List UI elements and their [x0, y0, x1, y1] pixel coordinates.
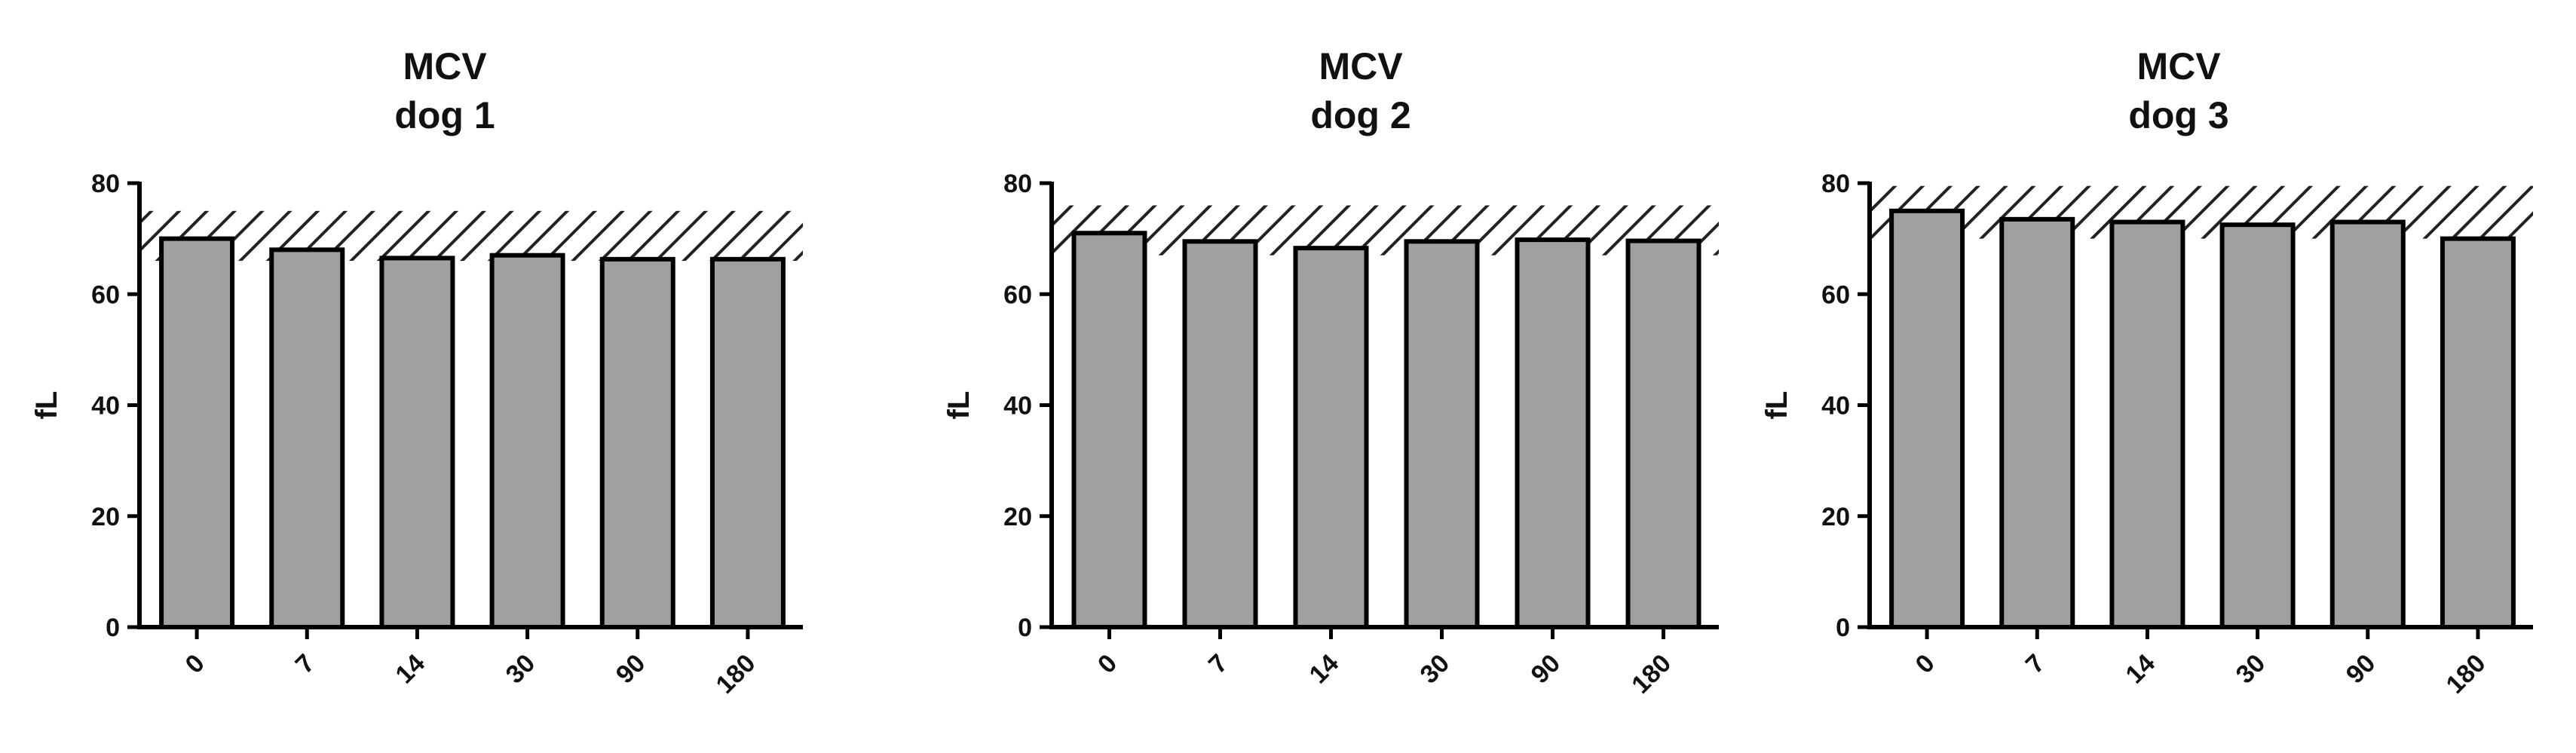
x-tick-label: 30: [2231, 649, 2271, 690]
x-tick-label: 30: [501, 649, 541, 690]
chart-subtitle: dog 3: [2128, 94, 2228, 136]
y-tick-label: 80: [91, 170, 120, 198]
y-tick-label: 80: [1821, 170, 1850, 198]
reference-range-band: [1054, 205, 1719, 256]
bar: [1999, 216, 2075, 629]
y-axis-label: fL: [1760, 391, 1793, 420]
y-tick-label: 60: [91, 280, 120, 309]
bar: [2109, 219, 2185, 630]
x-tick-label: 14: [1304, 649, 1345, 690]
y-tick-label: 80: [1003, 170, 1032, 198]
reference-range-band: [1872, 185, 2533, 239]
bar: [2219, 222, 2296, 629]
bar: [379, 256, 455, 629]
chart-panel: MCV dog 2 0 20 40 60 80 0 7 14 30 90 180 fL: [942, 45, 1719, 699]
x-tick-label: 180: [711, 649, 761, 699]
x-tick-label: 90: [1526, 649, 1567, 690]
y-tick-label: 0: [106, 614, 120, 642]
x-tick-label: 7: [2020, 649, 2051, 679]
x-tick-label: 90: [2341, 649, 2381, 690]
y-tick-label: 40: [1003, 392, 1032, 421]
x-tick-label: 7: [1203, 649, 1233, 679]
reference-range-band: [142, 210, 803, 262]
chart-title: MCV: [403, 45, 487, 87]
x-tick-label: 90: [611, 649, 651, 690]
bar: [709, 256, 786, 629]
y-tick-label: 60: [1821, 280, 1850, 309]
bar: [1293, 246, 1369, 629]
y-axis-label: fL: [30, 391, 63, 420]
x-tick-label: 0: [1910, 649, 1940, 679]
y-tick-label: 40: [91, 392, 120, 421]
chart-panel: MCV dog 1 0 20 40 60 80 0 7 14 30 90 180 fL: [30, 45, 803, 699]
bar: [489, 253, 565, 629]
y-tick-label: 0: [1836, 614, 1850, 642]
y-tick-label: 20: [1821, 503, 1850, 531]
bar: [2440, 236, 2516, 629]
y-tick-label: 60: [1003, 280, 1032, 309]
y-tick-label: 0: [1018, 614, 1032, 642]
bar: [1889, 208, 1965, 629]
bar: [2329, 219, 2406, 630]
bar: [1404, 239, 1480, 629]
x-tick-label: 14: [2120, 649, 2161, 690]
bar: [1515, 237, 1591, 630]
bar: [599, 256, 675, 629]
chart-subtitle: dog 1: [394, 94, 495, 136]
y-tick-label: 40: [1821, 392, 1850, 421]
chart-title: MCV: [1319, 45, 1403, 87]
x-tick-label: 30: [1415, 649, 1456, 690]
bar: [269, 247, 345, 629]
bar: [1071, 231, 1147, 629]
y-tick-label: 20: [1003, 503, 1032, 531]
x-tick-label: 14: [390, 649, 430, 690]
x-tick-label: 0: [1092, 649, 1123, 679]
x-tick-label: 180: [1626, 649, 1677, 699]
bar: [1625, 238, 1702, 629]
y-tick-label: 20: [91, 503, 120, 531]
y-axis-label: fL: [942, 391, 976, 420]
x-tick-label: 0: [179, 649, 210, 679]
chart-subtitle: dog 2: [1310, 94, 1411, 136]
bar: [1182, 239, 1258, 629]
bar: [159, 236, 235, 629]
chart-panel: MCV dog 3 0 20 40 60 80 0 7 14 30 90 180 fL: [1760, 45, 2533, 699]
x-tick-label: 7: [290, 649, 320, 679]
x-tick-label: 180: [2441, 649, 2492, 699]
chart-title: MCV: [2136, 45, 2221, 87]
